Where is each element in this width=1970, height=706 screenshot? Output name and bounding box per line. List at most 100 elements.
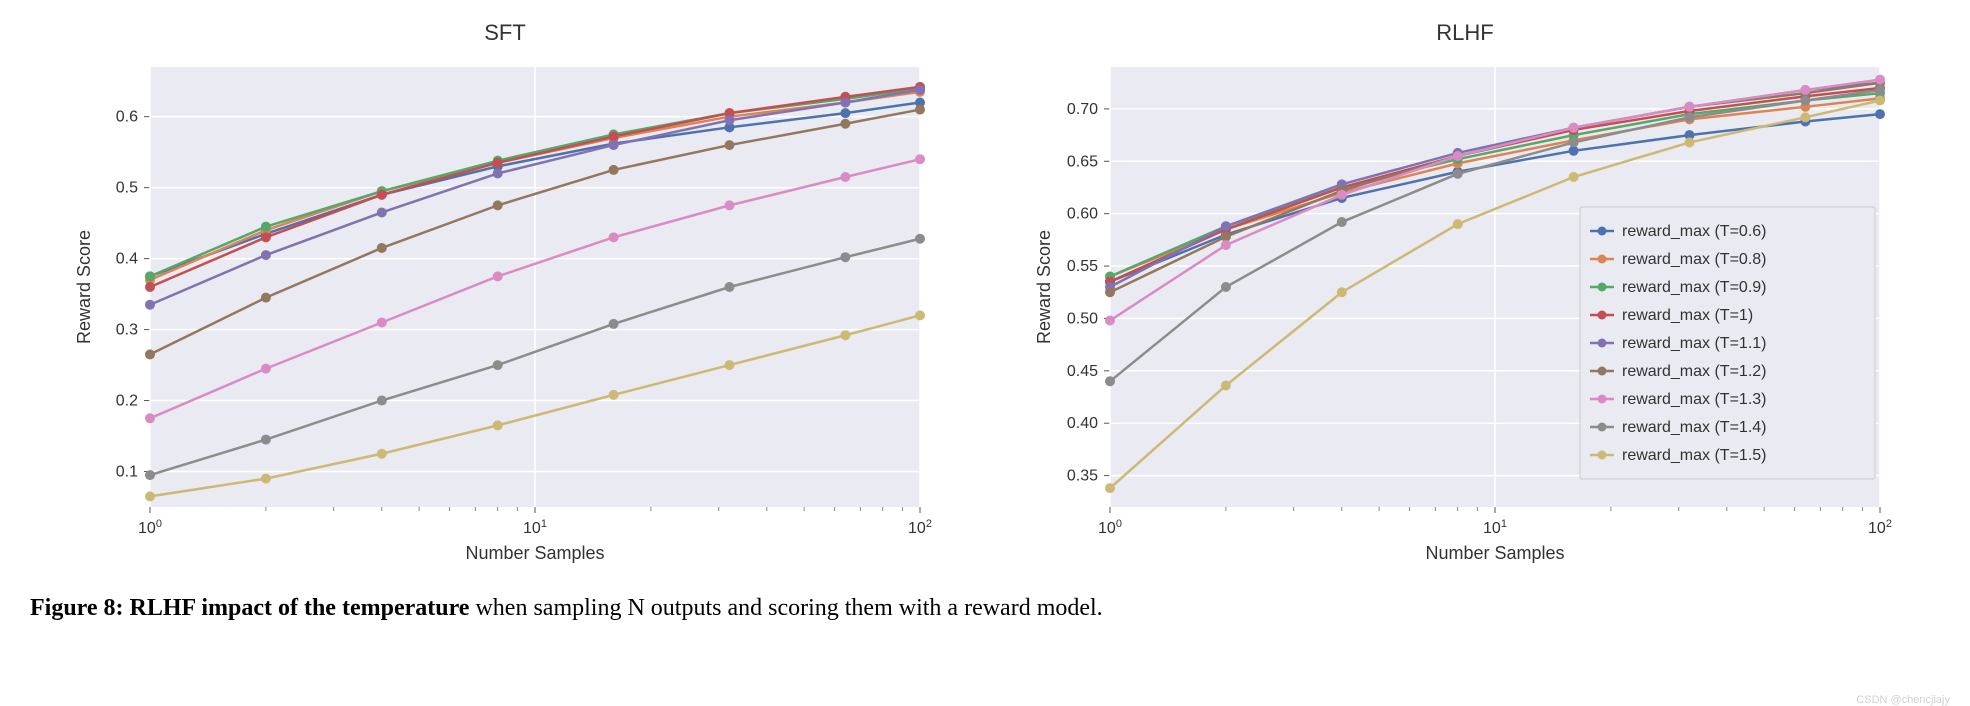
- series-marker: [1800, 85, 1810, 95]
- legend-label: reward_max (T=1.4): [1622, 419, 1767, 436]
- series-marker: [145, 491, 155, 501]
- sft-chart-wrapper: SFT 0.10.20.30.40.50.6100101102Reward Sc…: [55, 20, 955, 572]
- series-marker: [1453, 151, 1463, 161]
- caption-title-text: RLHF impact of the temperature: [130, 595, 470, 621]
- series-marker: [377, 317, 387, 327]
- series-marker: [1221, 221, 1231, 231]
- series-marker: [377, 190, 387, 200]
- svg-text:Number Samples: Number Samples: [1425, 543, 1564, 563]
- series-marker: [724, 282, 734, 292]
- series-marker: [145, 470, 155, 480]
- svg-text:0.60: 0.60: [1067, 206, 1098, 223]
- series-marker: [493, 420, 503, 430]
- series-marker: [915, 154, 925, 164]
- series-marker: [493, 200, 503, 210]
- series-marker: [840, 108, 850, 118]
- svg-text:Number Samples: Number Samples: [465, 543, 604, 563]
- legend-label: reward_max (T=1): [1622, 307, 1753, 324]
- svg-text:0.65: 0.65: [1067, 153, 1098, 170]
- series-marker: [1875, 109, 1885, 119]
- series-marker: [915, 105, 925, 115]
- series-marker: [493, 168, 503, 178]
- series-marker: [840, 172, 850, 182]
- svg-text:0.45: 0.45: [1067, 363, 1098, 380]
- series-marker: [145, 271, 155, 281]
- legend-label: reward_max (T=0.6): [1622, 223, 1767, 240]
- caption-rest: when sampling N outputs and scoring them…: [469, 595, 1102, 621]
- rlhf-chart-wrapper: RLHF 0.350.400.450.500.550.600.650.70100…: [1015, 20, 1915, 572]
- series-marker: [840, 119, 850, 129]
- svg-text:101: 101: [523, 518, 547, 537]
- svg-text:0.5: 0.5: [116, 180, 138, 197]
- series-marker: [609, 140, 619, 150]
- series-marker: [493, 158, 503, 168]
- series-marker: [1221, 282, 1231, 292]
- series-marker: [1875, 85, 1885, 95]
- series-marker: [493, 360, 503, 370]
- rlhf-chart-svg: 0.350.400.450.500.550.600.650.7010010110…: [1015, 52, 1915, 572]
- svg-text:0.50: 0.50: [1067, 310, 1098, 327]
- legend-label: reward_max (T=1.5): [1622, 447, 1767, 464]
- series-marker: [1453, 169, 1463, 179]
- svg-text:0.6: 0.6: [116, 109, 138, 126]
- series-marker: [724, 200, 734, 210]
- sft-chart-title: SFT: [55, 20, 955, 46]
- series-marker: [1337, 217, 1347, 227]
- series-marker: [261, 222, 271, 232]
- series-marker: [1684, 137, 1694, 147]
- svg-text:0.40: 0.40: [1067, 415, 1098, 432]
- series-marker: [724, 115, 734, 125]
- series-marker: [1800, 96, 1810, 106]
- svg-text:0.70: 0.70: [1067, 101, 1098, 118]
- sft-chart-svg: 0.10.20.30.40.50.6100101102Reward ScoreN…: [55, 52, 955, 572]
- series-marker: [609, 132, 619, 142]
- series-marker: [261, 474, 271, 484]
- series-marker: [915, 310, 925, 320]
- svg-text:100: 100: [138, 518, 162, 537]
- series-marker: [1337, 190, 1347, 200]
- legend-label: reward_max (T=1.3): [1622, 391, 1767, 408]
- series-marker: [377, 396, 387, 406]
- svg-text:0.1: 0.1: [116, 464, 138, 481]
- series-marker: [915, 234, 925, 244]
- series-marker: [493, 271, 503, 281]
- series-marker: [1337, 287, 1347, 297]
- series-marker: [377, 449, 387, 459]
- charts-row: SFT 0.10.20.30.40.50.6100101102Reward Sc…: [20, 20, 1950, 572]
- watermark: CSDN @chencjiajy: [1856, 694, 1950, 706]
- series-marker: [1684, 112, 1694, 122]
- series-marker: [145, 300, 155, 310]
- series-marker: [261, 250, 271, 260]
- series-marker: [840, 97, 850, 107]
- series-marker: [1105, 287, 1115, 297]
- series-marker: [1105, 483, 1115, 493]
- svg-text:100: 100: [1098, 518, 1122, 537]
- svg-text:102: 102: [908, 518, 932, 537]
- series-marker: [1453, 219, 1463, 229]
- series-marker: [1800, 112, 1810, 122]
- series-marker: [1221, 240, 1231, 250]
- series-marker: [377, 207, 387, 217]
- figure-caption: Figure 8: RLHF impact of the temperature…: [20, 592, 1950, 624]
- legend-label: reward_max (T=0.9): [1622, 279, 1767, 296]
- series-marker: [724, 140, 734, 150]
- svg-text:0.35: 0.35: [1067, 468, 1098, 485]
- series-marker: [915, 85, 925, 95]
- series-marker: [1875, 96, 1885, 106]
- svg-text:0.2: 0.2: [116, 393, 138, 410]
- series-marker: [609, 319, 619, 329]
- series-marker: [261, 232, 271, 242]
- legend-label: reward_max (T=1.2): [1622, 363, 1767, 380]
- series-marker: [609, 232, 619, 242]
- series-marker: [377, 243, 387, 253]
- svg-text:Reward Score: Reward Score: [1034, 230, 1054, 344]
- series-marker: [1105, 316, 1115, 326]
- svg-text:101: 101: [1483, 518, 1507, 537]
- series-marker: [1569, 172, 1579, 182]
- svg-text:0.55: 0.55: [1067, 258, 1098, 275]
- figure-container: SFT 0.10.20.30.40.50.6100101102Reward Sc…: [20, 20, 1950, 624]
- series-marker: [724, 360, 734, 370]
- series-marker: [145, 349, 155, 359]
- series-marker: [1221, 380, 1231, 390]
- caption-label: Figure 8:: [30, 595, 124, 621]
